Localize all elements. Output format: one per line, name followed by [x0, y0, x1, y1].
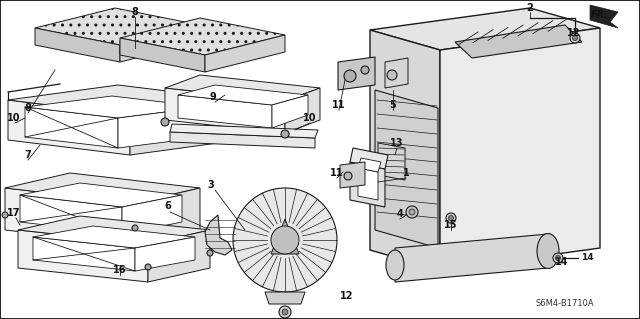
Circle shape — [409, 209, 415, 215]
Circle shape — [573, 35, 577, 41]
Text: 17: 17 — [7, 208, 20, 218]
Polygon shape — [395, 234, 548, 282]
Polygon shape — [33, 226, 195, 248]
Text: 16: 16 — [113, 265, 127, 275]
Circle shape — [387, 70, 397, 80]
Circle shape — [145, 264, 151, 270]
Polygon shape — [120, 25, 200, 62]
Polygon shape — [285, 88, 320, 133]
Polygon shape — [25, 96, 205, 118]
Text: 13: 13 — [390, 138, 404, 148]
Ellipse shape — [537, 234, 559, 269]
Circle shape — [553, 253, 563, 263]
Polygon shape — [233, 188, 337, 292]
Polygon shape — [340, 162, 365, 188]
Polygon shape — [271, 226, 299, 254]
Circle shape — [281, 130, 289, 138]
Text: 7: 7 — [24, 150, 31, 160]
Text: 5: 5 — [390, 100, 396, 110]
Polygon shape — [35, 28, 120, 62]
Polygon shape — [385, 58, 408, 88]
Polygon shape — [135, 188, 200, 245]
Text: 15: 15 — [444, 220, 458, 230]
Text: 11: 11 — [332, 100, 346, 110]
Polygon shape — [8, 85, 240, 115]
Polygon shape — [5, 188, 135, 245]
Text: 11: 11 — [330, 168, 344, 178]
Text: 2: 2 — [527, 3, 533, 13]
Polygon shape — [18, 216, 210, 244]
Polygon shape — [272, 95, 308, 128]
Polygon shape — [120, 18, 285, 55]
Polygon shape — [148, 230, 210, 282]
Circle shape — [2, 212, 8, 218]
Polygon shape — [205, 35, 285, 72]
Polygon shape — [5, 173, 200, 203]
Polygon shape — [25, 107, 118, 148]
Polygon shape — [350, 162, 385, 207]
Circle shape — [207, 250, 213, 256]
Text: 8: 8 — [132, 7, 138, 17]
Text: 1: 1 — [403, 168, 410, 178]
Polygon shape — [440, 28, 600, 270]
Text: 6: 6 — [164, 201, 172, 211]
Text: 14: 14 — [556, 257, 569, 267]
Polygon shape — [455, 25, 582, 58]
Text: 9: 9 — [210, 92, 216, 102]
Text: 14: 14 — [581, 254, 594, 263]
Polygon shape — [8, 100, 130, 155]
Polygon shape — [358, 158, 381, 172]
Ellipse shape — [386, 250, 404, 280]
Circle shape — [279, 306, 291, 318]
Circle shape — [132, 225, 138, 231]
Polygon shape — [358, 168, 378, 200]
Polygon shape — [370, 8, 600, 50]
Polygon shape — [120, 38, 205, 72]
Text: 12: 12 — [340, 291, 354, 301]
Polygon shape — [338, 57, 375, 90]
Polygon shape — [350, 148, 388, 169]
Polygon shape — [375, 90, 438, 248]
Polygon shape — [33, 237, 135, 271]
Polygon shape — [20, 195, 122, 234]
Circle shape — [344, 172, 352, 180]
Polygon shape — [178, 95, 272, 128]
Text: S6M4-B1710A: S6M4-B1710A — [536, 299, 595, 308]
Polygon shape — [122, 195, 182, 234]
Circle shape — [161, 118, 169, 126]
Circle shape — [344, 70, 356, 82]
Polygon shape — [205, 215, 232, 255]
Polygon shape — [370, 30, 440, 270]
Polygon shape — [265, 292, 305, 304]
Polygon shape — [590, 5, 618, 28]
Text: 4: 4 — [397, 209, 403, 219]
Circle shape — [556, 256, 561, 261]
Polygon shape — [165, 75, 320, 101]
Polygon shape — [165, 88, 285, 133]
Polygon shape — [170, 132, 315, 148]
Polygon shape — [170, 124, 318, 138]
Polygon shape — [118, 107, 205, 148]
Text: 10: 10 — [303, 113, 317, 123]
Circle shape — [282, 309, 288, 315]
Polygon shape — [271, 219, 299, 254]
Text: 12: 12 — [567, 28, 580, 38]
Polygon shape — [35, 8, 200, 45]
Text: FR.: FR. — [591, 10, 609, 20]
Polygon shape — [18, 230, 148, 282]
Circle shape — [570, 33, 580, 43]
Circle shape — [406, 206, 418, 218]
Polygon shape — [135, 237, 195, 271]
Circle shape — [361, 66, 369, 74]
Circle shape — [449, 216, 454, 220]
Polygon shape — [20, 183, 182, 207]
Text: 3: 3 — [207, 180, 214, 190]
Circle shape — [446, 213, 456, 223]
Text: 10: 10 — [7, 113, 20, 123]
Text: 8: 8 — [24, 103, 31, 113]
Polygon shape — [130, 100, 240, 155]
Polygon shape — [378, 143, 405, 180]
Polygon shape — [178, 85, 308, 105]
